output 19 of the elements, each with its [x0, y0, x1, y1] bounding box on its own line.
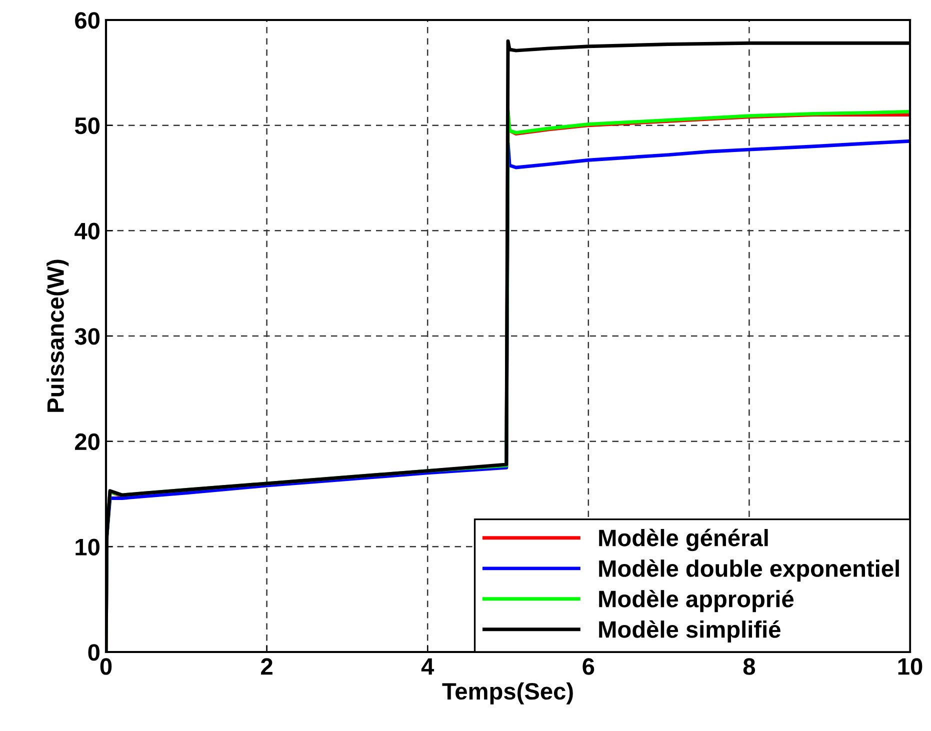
y-tick-label: 20 — [75, 433, 100, 450]
x-tick-label: 0 — [100, 658, 112, 675]
legend-label: Modèle approprié — [599, 590, 794, 612]
x-tick-label: 8 — [743, 658, 756, 675]
y-tick-label: 40 — [74, 222, 100, 240]
y-tick-label: 50 — [74, 117, 100, 134]
y-tick-label: 10 — [76, 538, 100, 556]
legend-label: Modèle général — [599, 528, 768, 552]
legend-label: Modèle simplifié — [599, 620, 780, 643]
x-axis-title: Temps(Sec) — [442, 682, 573, 704]
y-axis-title: Puissance(W) — [46, 260, 69, 412]
x-tick-label: 4 — [421, 658, 434, 675]
y-tick-label: 60 — [75, 12, 100, 29]
y-tick-label: 0 — [88, 644, 100, 661]
x-tick-label: 10 — [898, 658, 922, 675]
y-tick-label: 30 — [74, 328, 100, 345]
legend-label: Modèle double exponentiel — [599, 559, 899, 582]
x-tick-label: 2 — [261, 658, 272, 675]
x-tick-label: 6 — [582, 658, 594, 675]
